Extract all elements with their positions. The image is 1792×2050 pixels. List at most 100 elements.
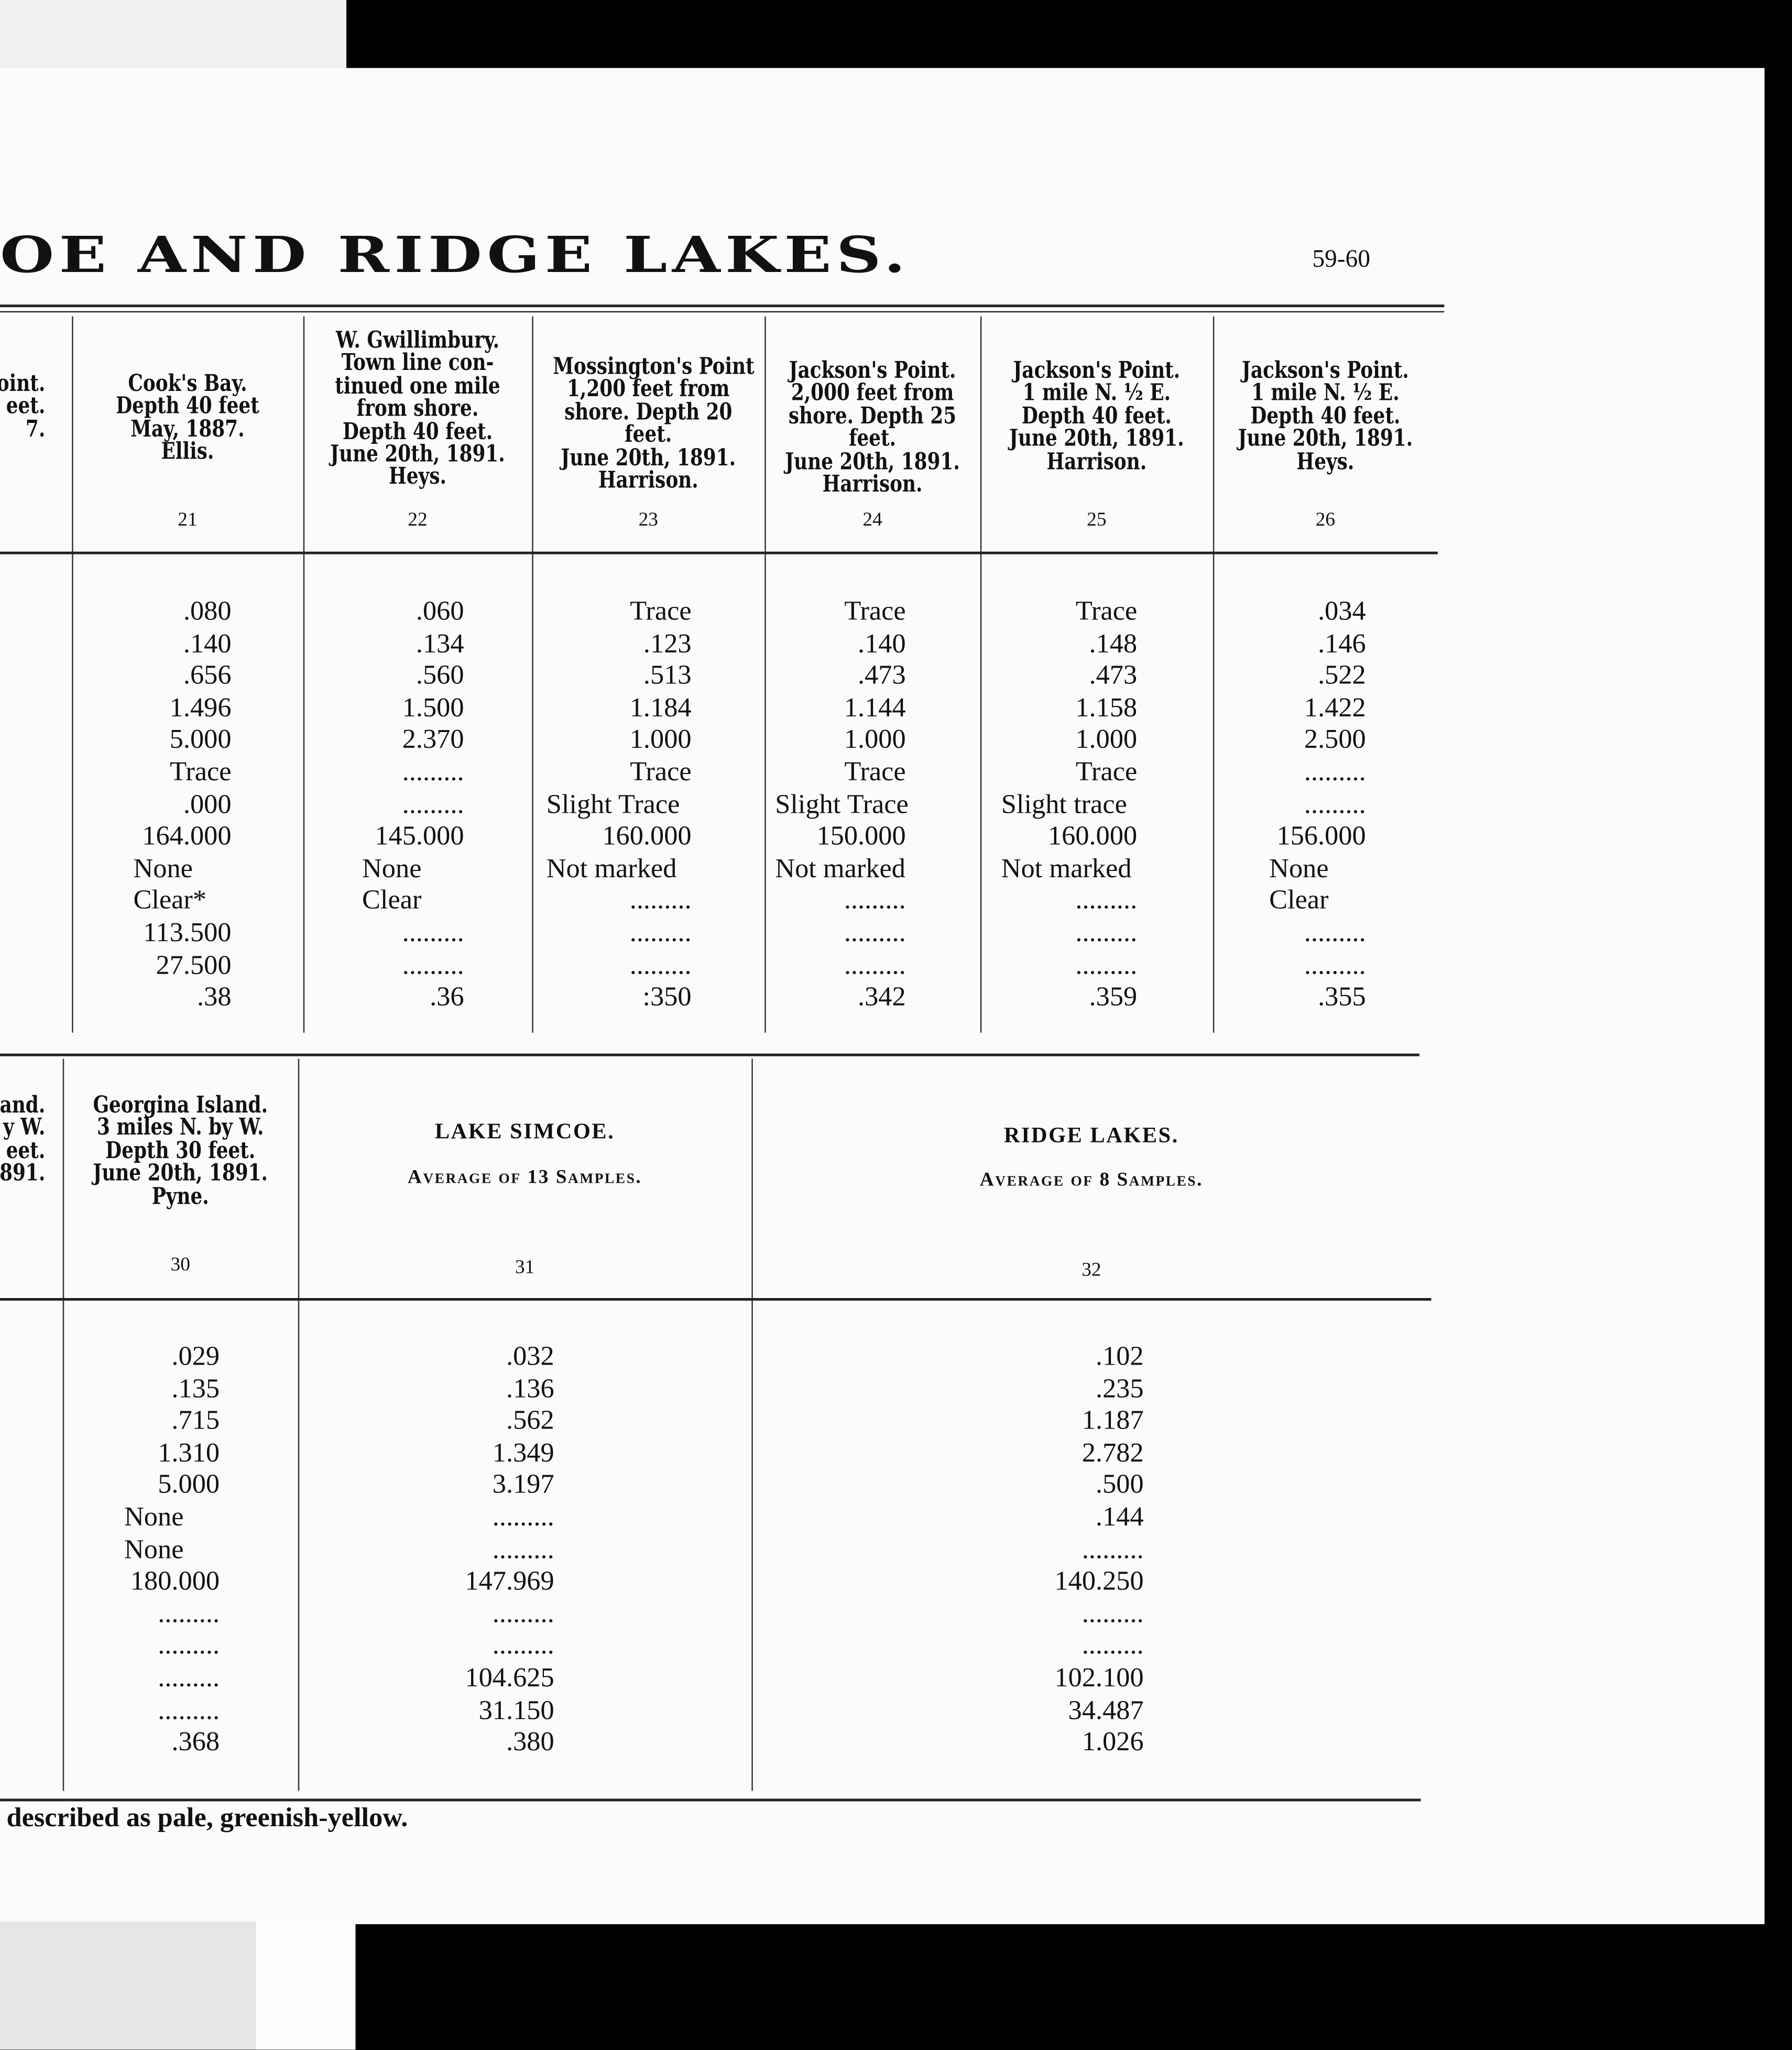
column-header-line: 1 mile N. ½ E. [1022,380,1171,407]
column-header-line: shore. Depth 20 [564,399,733,426]
table-cell: 1.000 [844,723,906,755]
page-title: OE AND RIDGE LAKES. [0,225,911,284]
table-cell: 1.310 [158,1436,220,1468]
column-header-line: Pyne. [151,1184,209,1210]
column-header-line: Mossington's Point [553,354,755,380]
table-cell: ......... [492,1629,554,1661]
column-header-line: June 20th, 1891. [330,442,505,468]
table-cell: ......... [402,755,464,787]
column-header-line: Ellis. [161,439,214,466]
table-cell: .080 [183,594,232,626]
table-cell: ......... [844,916,906,948]
table-cell: 1.026 [1081,1726,1144,1758]
table-cell: ......... [1081,1629,1144,1661]
column-header-line: shore. Depth 25 [788,404,957,430]
column-header-line: tinued one mile [335,373,500,400]
table-cell: .134 [416,627,464,659]
table-cell: 1.144 [844,691,906,723]
table-cell: .140 [183,627,232,659]
column-header-line: W. Gwillimbury. [335,328,500,355]
table-cell: .368 [171,1726,220,1758]
table-cell: ......... [492,1533,554,1564]
column-number: 21 [178,509,198,531]
column-header-line: June 20th, 1891. [1238,426,1413,453]
table-cell: Slight Trace [546,788,680,820]
table-cell: 5.000 [169,723,232,755]
column-header-line: Depth 40 feet. [1021,404,1172,430]
table-cell: .715 [171,1404,220,1436]
table-cell: 1.187 [1081,1404,1144,1436]
column-header-line: 1 mile N. ½ E. [1251,380,1400,407]
column-header-line: Jackson's Point. [1242,358,1409,385]
table-cell: 1.000 [1075,723,1138,755]
column-header-line: 2,000 feet from [791,380,954,407]
table-cell: .135 [171,1372,220,1404]
table-cell: 160.000 [602,820,692,852]
table-cell: ......... [1304,788,1366,820]
column-header-line: June 20th, 1891. [1009,426,1184,453]
table-cell: None [362,852,422,884]
table-cell: Clear [362,884,422,916]
table-cell: 5.000 [158,1468,220,1500]
table-cell: ......... [402,948,464,980]
column-number: 22 [408,509,428,531]
column-header-line: Jackson's Point. [789,358,956,385]
table-cell: ......... [1075,884,1138,916]
table-cell: 2.782 [1081,1436,1144,1468]
table-cell: 156.000 [1276,820,1366,852]
column-divider [532,316,534,1033]
table-cell: Trace [630,755,692,787]
table-cell: ......... [158,1597,220,1629]
column-divider [72,316,74,1033]
table-cell: .355 [1318,980,1366,1012]
column-header-line: June 20th, 1891. [561,445,736,472]
table-cell: 147.969 [465,1565,554,1597]
table-cell: Trace [844,755,906,787]
table-cell: Not marked [546,852,677,884]
column-divider [298,1059,300,1791]
table-cell: None [133,852,193,884]
table-cell: Trace [844,594,906,626]
partial-column-header-line: y W. [3,1115,46,1142]
table-cell: Trace [170,755,232,787]
summary-title: LAKE SIMCOE. [434,1119,615,1144]
table-cell: .359 [1089,980,1138,1012]
table-cell: .562 [506,1404,554,1436]
table-cell: 164.000 [142,820,232,852]
table-cell: .000 [183,788,232,820]
table-cell: .144 [1096,1500,1144,1532]
column-header-line: Depth 40 feet. [342,419,493,445]
column-header-line: June 20th, 1891. [785,449,960,475]
table-cell: .380 [506,1726,554,1758]
table-cell: 160.000 [1047,820,1138,852]
partial-column-header-line: 1891. [0,1161,46,1187]
table-cell: ......... [1075,948,1138,980]
column-number: 31 [515,1257,535,1279]
table-cell: Not marked [775,852,906,884]
column-header-line: Cook's Bay. [128,371,247,398]
column-header-line: June 20th, 1891. [93,1161,268,1187]
section-rule [0,1053,1420,1056]
summary-subtitle: Average of 13 Samples. [407,1167,642,1188]
column-header-line: Depth 40 feet. [1250,404,1401,430]
column-header-line: Harrison. [822,472,923,498]
column-number: 30 [170,1255,190,1276]
table-cell: .656 [183,659,232,691]
table-cell: 113.500 [143,916,232,948]
table-cell: .140 [858,627,906,659]
table-cell: ......... [1075,916,1138,948]
table-cell: None [1269,852,1329,884]
column-divider [62,1059,64,1791]
table-cell: .500 [1096,1468,1144,1500]
table-cell: None [124,1500,184,1532]
partial-column-header-line: and. [0,1093,46,1119]
column-number: 23 [638,509,658,531]
footnote: described as pale, greenish-yellow. [6,1801,408,1833]
table-cell: .36 [430,980,464,1012]
table-cell: Trace [1075,594,1138,626]
column-header-line: from shore. [356,396,479,423]
table-cell: 102.100 [1054,1661,1144,1693]
header-rule [0,1298,1432,1301]
table-cell: ......... [1304,948,1366,980]
